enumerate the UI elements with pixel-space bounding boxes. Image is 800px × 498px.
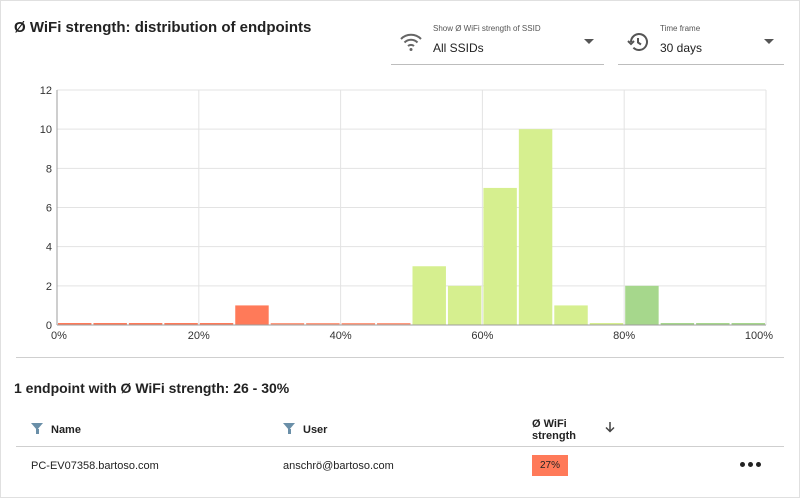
ssid-select-label: Show Ø WiFi strength of SSID <box>433 24 541 33</box>
histogram-bar[interactable] <box>93 323 127 325</box>
y-tick-label: 12 <box>40 85 52 97</box>
time-frame-select[interactable]: Time frame 30 days <box>618 18 784 65</box>
x-tick-label: 20% <box>188 330 210 342</box>
row-name[interactable]: PC-EV07358.bartoso.com <box>31 460 159 472</box>
x-tick-label: 100% <box>745 330 773 342</box>
y-tick-label: 8 <box>46 163 52 175</box>
column-header-strength-line1: Ø WiFi <box>532 418 567 430</box>
histogram-bar[interactable] <box>447 285 482 325</box>
arrow-down-icon[interactable] <box>604 421 616 433</box>
chevron-down-icon[interactable] <box>584 39 594 44</box>
row-user: anschrö@bartoso.com <box>283 460 394 472</box>
histogram-bar[interactable] <box>306 323 340 325</box>
table-header-divider <box>16 446 784 447</box>
time-frame-value: 30 days <box>660 41 703 55</box>
page-title: Ø WiFi strength: distribution of endpoin… <box>14 19 312 36</box>
histogram-bar[interactable] <box>589 323 624 325</box>
time-frame-label: Time frame <box>660 24 701 33</box>
histogram-bar[interactable] <box>235 305 269 325</box>
details-title: 1 endpoint with Ø WiFi strength: 26 - 30… <box>14 380 290 396</box>
strength-badge: 27% <box>532 455 568 476</box>
histogram-bar[interactable] <box>199 323 234 325</box>
column-header-name[interactable]: Name <box>51 424 81 436</box>
histogram-bar[interactable] <box>270 323 305 325</box>
filter-icon[interactable] <box>31 423 43 434</box>
histogram-bar[interactable] <box>483 187 517 325</box>
y-tick-label: 6 <box>46 203 52 215</box>
filter-icon[interactable] <box>283 423 295 434</box>
histogram-bar[interactable] <box>58 323 92 325</box>
histogram-bar[interactable] <box>554 305 588 325</box>
x-tick-label: 60% <box>471 330 493 342</box>
y-tick-label: 4 <box>46 242 52 254</box>
column-header-user[interactable]: User <box>303 424 328 436</box>
histogram-bar[interactable] <box>341 323 376 325</box>
histogram-bar[interactable] <box>377 323 411 325</box>
histogram-bar[interactable] <box>660 323 695 325</box>
wifi-icon <box>400 33 422 51</box>
histogram-bar[interactable] <box>518 129 553 325</box>
histogram-bar[interactable] <box>696 323 730 325</box>
y-tick-label: 0 <box>46 320 52 332</box>
y-tick-label: 10 <box>40 124 52 136</box>
x-tick-label: 0% <box>51 330 67 342</box>
column-header-strength[interactable]: Ø WiFi strength <box>532 418 576 442</box>
column-header-strength-line2: strength <box>532 430 576 442</box>
ssid-select-value: All SSIDs <box>433 41 484 55</box>
histogram-bar[interactable] <box>128 323 163 325</box>
y-tick-label: 2 <box>46 281 52 293</box>
histogram-bar[interactable] <box>625 285 659 325</box>
ssid-select[interactable]: Show Ø WiFi strength of SSID All SSIDs <box>391 18 604 65</box>
history-icon <box>627 33 648 51</box>
histogram-bar[interactable] <box>731 323 765 325</box>
x-tick-label: 40% <box>330 330 352 342</box>
histogram-bar[interactable] <box>412 266 446 325</box>
section-divider <box>16 357 784 358</box>
wifi-strength-histogram: 0 2 4 6 8 10 12 0% 20% 40% 60% 80% 100% <box>40 85 773 342</box>
chevron-down-icon[interactable] <box>764 39 774 44</box>
histogram-bar[interactable] <box>164 323 198 325</box>
more-options-icon[interactable] <box>740 462 762 468</box>
x-tick-label: 80% <box>613 330 635 342</box>
